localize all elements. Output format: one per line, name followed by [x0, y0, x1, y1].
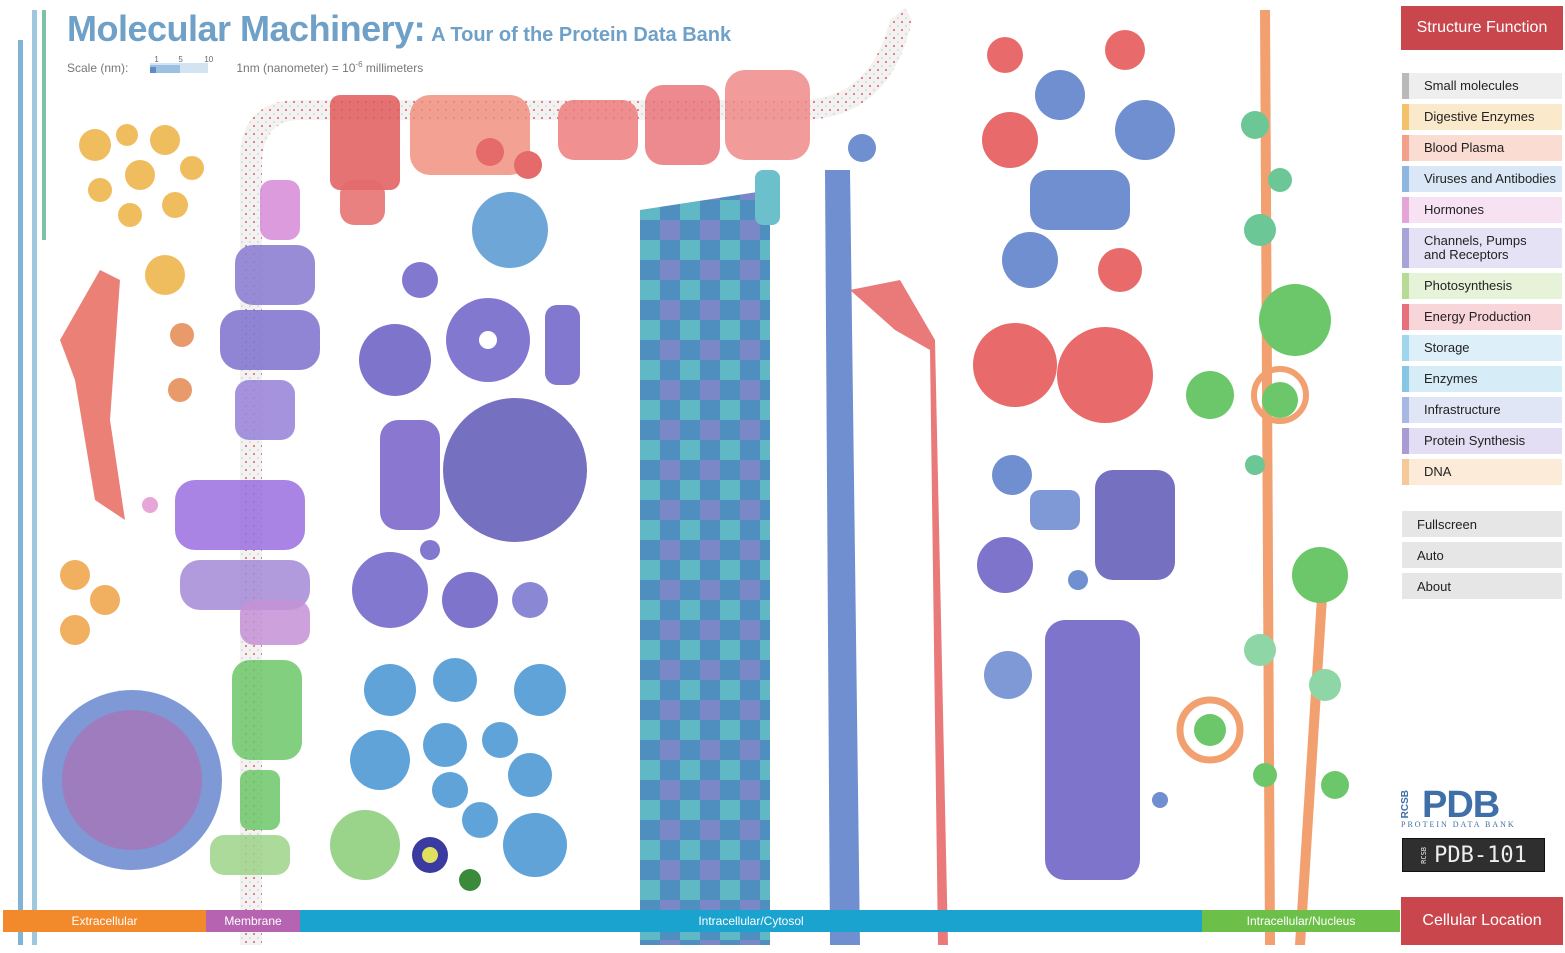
category-label: Digestive Enzymes — [1424, 109, 1535, 124]
location-membrane[interactable]: Membrane — [206, 910, 300, 932]
scale-legend: Scale (nm): 1 5 10 1nm (nanometer) = 10-… — [67, 55, 424, 76]
category-item[interactable]: Viruses and Antibodies — [1402, 166, 1562, 192]
myosin-chain — [850, 280, 948, 945]
category-item[interactable]: Blood Plasma — [1402, 135, 1562, 161]
category-item[interactable]: Energy Production — [1402, 304, 1562, 330]
location-extracellular[interactable]: Extracellular — [3, 910, 206, 932]
rcsb-pdb-logo[interactable]: RCSB PDB PROTEIN DATA BANK — [1400, 784, 1516, 829]
auto-button[interactable]: Auto — [1402, 542, 1562, 568]
nucleus-dna — [1176, 10, 1349, 945]
tubulin-piece — [755, 170, 780, 225]
cell-membrane — [240, 8, 912, 945]
membrane-protein-group — [330, 70, 810, 225]
scale-label: Scale (nm): — [67, 60, 129, 75]
category-item[interactable]: Channels, Pumps and Receptors — [1402, 228, 1562, 268]
actin-filament — [825, 170, 860, 945]
location-cytosol[interactable]: Intracellular/Cytosol — [300, 910, 1202, 932]
category-label: Small molecules — [1424, 78, 1519, 93]
category-label: Storage — [1424, 340, 1470, 355]
category-label: Channels, Pumps — [1424, 233, 1527, 248]
poster-title: Molecular Machinery: A Tour of the Protei… — [67, 8, 731, 50]
scale-tick: 10 — [204, 54, 214, 64]
category-item[interactable]: DNA — [1402, 459, 1562, 485]
extracellular-proteins — [42, 124, 222, 870]
virus-capsid — [42, 690, 222, 870]
unit-note: 1nm (nanometer) = 10-6 millimeters — [236, 60, 424, 75]
category-item[interactable]: Protein Synthesis — [1402, 428, 1562, 454]
cytosol-proteins — [330, 192, 587, 891]
right-cytosol-proteins — [973, 30, 1175, 880]
category-label: DNA — [1424, 464, 1452, 479]
category-item[interactable]: Storage — [1402, 335, 1562, 361]
molecule-canvas[interactable]: Molecular Machinery: A Tour of the Protei… — [0, 0, 1400, 953]
location-nucleus[interactable]: Intracellular/Nucleus — [1202, 910, 1400, 932]
category-label: Viruses and Antibodies — [1424, 171, 1557, 186]
category-label-line2: and Receptors — [1424, 247, 1509, 262]
cellular-location-heading[interactable]: Cellular Location — [1401, 897, 1563, 945]
category-item[interactable]: Infrastructure — [1402, 397, 1562, 423]
about-button[interactable]: About — [1402, 573, 1562, 599]
category-item[interactable]: Enzymes — [1402, 366, 1562, 392]
category-label: Enzymes — [1424, 371, 1478, 386]
scale-tick: 5 — [178, 54, 183, 64]
category-label: Blood Plasma — [1424, 140, 1505, 155]
category-label: Protein Synthesis — [1424, 433, 1526, 448]
category-item[interactable]: Photosynthesis — [1402, 273, 1562, 299]
category-label: Photosynthesis — [1424, 278, 1513, 293]
scale-bar: 1 5 10 — [150, 55, 213, 73]
category-item[interactable]: Digestive Enzymes — [1402, 104, 1562, 130]
microtubule — [640, 190, 770, 945]
category-label: Hormones — [1424, 202, 1484, 217]
category-item[interactable]: Small molecules — [1402, 73, 1562, 99]
molecule-illustration — [18, 8, 1349, 945]
category-label: Energy Production — [1424, 309, 1531, 324]
filament-strand — [32, 10, 37, 945]
category-label: Infrastructure — [1424, 402, 1501, 417]
scale-tick: 1 — [154, 54, 159, 64]
filament-strand — [42, 10, 46, 240]
title-main: Molecular Machinery: — [67, 8, 426, 49]
structure-function-heading[interactable]: Structure Function — [1401, 6, 1563, 50]
filament-strand — [18, 40, 23, 945]
category-item[interactable]: Hormones — [1402, 197, 1562, 223]
title-subtitle: A Tour of the Protein Data Bank — [431, 24, 732, 46]
membrane-channel-group — [175, 180, 320, 875]
pdb101-logo[interactable]: RCSB PDB-101 — [1402, 838, 1545, 872]
fullscreen-button[interactable]: Fullscreen — [1402, 511, 1562, 537]
